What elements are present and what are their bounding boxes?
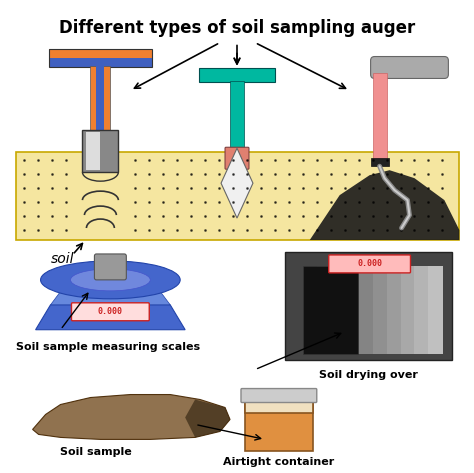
FancyBboxPatch shape: [91, 65, 110, 153]
FancyBboxPatch shape: [96, 65, 104, 153]
FancyBboxPatch shape: [48, 58, 152, 67]
Polygon shape: [185, 400, 230, 438]
FancyBboxPatch shape: [303, 266, 358, 354]
Polygon shape: [310, 170, 459, 240]
FancyBboxPatch shape: [94, 254, 127, 280]
FancyBboxPatch shape: [371, 158, 389, 166]
FancyBboxPatch shape: [82, 131, 118, 172]
FancyBboxPatch shape: [373, 73, 387, 163]
Text: Soil sample measuring scales: Soil sample measuring scales: [16, 342, 200, 352]
FancyBboxPatch shape: [199, 69, 275, 82]
Text: Soil drying over: Soil drying over: [319, 369, 418, 380]
Text: 0.000: 0.000: [357, 259, 382, 268]
FancyBboxPatch shape: [245, 400, 313, 413]
FancyBboxPatch shape: [373, 266, 388, 354]
Ellipse shape: [71, 269, 150, 291]
FancyBboxPatch shape: [225, 147, 249, 169]
FancyBboxPatch shape: [285, 252, 452, 359]
FancyBboxPatch shape: [331, 266, 346, 354]
FancyBboxPatch shape: [48, 49, 152, 61]
FancyBboxPatch shape: [245, 400, 313, 451]
Polygon shape: [33, 394, 230, 439]
FancyBboxPatch shape: [230, 81, 244, 149]
FancyBboxPatch shape: [387, 266, 401, 354]
Polygon shape: [221, 148, 253, 218]
Text: 0.000: 0.000: [98, 307, 123, 316]
Text: Airtight container: Airtight container: [223, 457, 335, 467]
FancyBboxPatch shape: [371, 57, 448, 79]
FancyBboxPatch shape: [241, 388, 317, 403]
Text: Different types of soil sampling auger: Different types of soil sampling auger: [59, 18, 415, 36]
Text: Soil sample: Soil sample: [60, 447, 131, 457]
FancyBboxPatch shape: [359, 266, 374, 354]
Text: soil: soil: [51, 252, 74, 266]
FancyBboxPatch shape: [303, 266, 318, 354]
FancyBboxPatch shape: [317, 266, 332, 354]
FancyBboxPatch shape: [345, 266, 360, 354]
FancyBboxPatch shape: [428, 266, 443, 354]
FancyBboxPatch shape: [86, 132, 100, 170]
FancyBboxPatch shape: [329, 255, 410, 273]
FancyBboxPatch shape: [16, 152, 459, 240]
FancyBboxPatch shape: [72, 303, 149, 321]
FancyBboxPatch shape: [401, 266, 416, 354]
Ellipse shape: [41, 261, 180, 299]
Polygon shape: [36, 305, 185, 330]
FancyBboxPatch shape: [414, 266, 429, 354]
Polygon shape: [51, 285, 170, 305]
